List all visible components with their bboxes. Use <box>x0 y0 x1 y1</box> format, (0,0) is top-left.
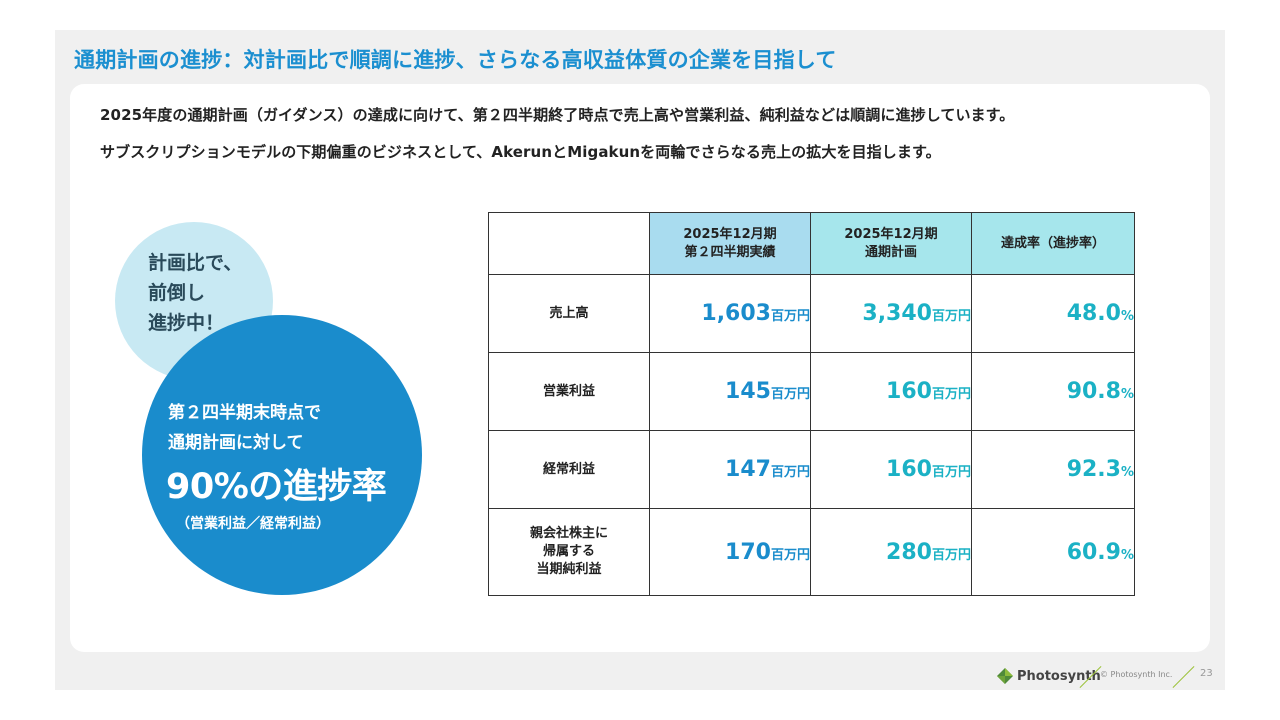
plan-unit: 百万円 <box>931 309 971 324</box>
footer-copyright: © Photosynth Inc. <box>1100 670 1173 679</box>
plan-unit: 百万円 <box>931 465 971 480</box>
callout-small-line: 進捗中！ <box>148 312 225 334</box>
table-row: 親会社株主に 帰属する 当期純利益 170百万円 280百万円 60.9% <box>488 508 1135 596</box>
rate-value: 60.9 <box>1066 539 1121 565</box>
rate-unit: % <box>1120 547 1134 563</box>
header-blank <box>488 212 650 275</box>
plan-value: 280 <box>886 539 932 565</box>
callout-small-text: 計画比で、 前倒し 進捗中！ <box>148 248 278 338</box>
callout-big-line-1: 第２四半期末時点で <box>168 403 321 423</box>
plan-unit: 百万円 <box>931 387 971 402</box>
table-row: 売上高 1,603百万円 3,340百万円 48.0% <box>488 274 1135 353</box>
cell-actual: 147百万円 <box>649 430 811 509</box>
photosynth-leaf-icon <box>997 668 1013 684</box>
callout-big-note: （営業利益／経常利益） <box>176 516 330 532</box>
rate-value: 90.8 <box>1066 379 1121 404</box>
rate-unit: % <box>1120 387 1134 402</box>
callout-small-line: 前倒し <box>148 282 206 304</box>
header-rate: 達成率（進捗率） <box>971 212 1135 275</box>
cell-actual: 1,603百万円 <box>649 274 811 353</box>
cell-rate: 48.0% <box>971 274 1135 353</box>
intro-line-1: 2025年度の通期計画（ガイダンス）の達成に向けて、第２四半期終了時点で売上高や… <box>100 106 1015 124</box>
cell-actual: 170百万円 <box>649 508 811 596</box>
actual-value: 170 <box>725 539 771 565</box>
rate-unit: % <box>1120 465 1134 480</box>
footer-brand: Photosynth <box>1017 668 1101 684</box>
row-label: 経常利益 <box>488 430 650 509</box>
actual-value: 145 <box>725 379 771 404</box>
cell-rate: 60.9% <box>971 508 1135 596</box>
row-label: 営業利益 <box>488 352 650 431</box>
header-plan-line: 2025年12月期 <box>844 226 938 242</box>
page-number: 23 <box>1200 668 1213 679</box>
actual-unit: 百万円 <box>770 547 810 563</box>
slide-title: 通期計画の進捗：対計画比で順調に進捗、さらなる高収益体質の企業を目指して <box>74 48 837 72</box>
row-label-line: 親会社株主に <box>529 526 608 541</box>
cell-plan: 3,340百万円 <box>810 274 972 353</box>
header-actual-line: 2025年12月期 <box>683 226 777 242</box>
actual-unit: 百万円 <box>770 465 810 480</box>
actual-value: 1,603 <box>701 301 771 326</box>
header-plan: 2025年12月期 通期計画 <box>810 212 972 275</box>
plan-value: 3,340 <box>862 301 932 326</box>
plan-progress-table: 2025年12月期 第２四半期実績 2025年12月期 通期計画 達成率（進捗率… <box>488 212 1135 596</box>
intro-line-2: サブスクリプションモデルの下期偏重のビジネスとして、AkerunとMigakun… <box>100 143 941 161</box>
callout-big-rate: 90%の進捗率 <box>166 467 387 507</box>
table-body: 売上高 1,603百万円 3,340百万円 48.0% 営業利益 145百万円 160百万円… <box>488 274 1135 596</box>
rate-unit: % <box>1120 309 1134 324</box>
actual-unit: 百万円 <box>770 309 810 324</box>
footer-logo: Photosynth <box>996 667 1101 685</box>
table-row: 経常利益 147百万円 160百万円 92.3% <box>488 430 1135 509</box>
cell-plan: 280百万円 <box>810 508 972 596</box>
cell-plan: 160百万円 <box>810 352 972 431</box>
row-label: 売上高 <box>488 274 650 353</box>
row-label-line: 経常利益 <box>542 461 595 477</box>
cell-rate: 92.3% <box>971 430 1135 509</box>
rate-value: 48.0 <box>1066 301 1121 326</box>
row-label-line: 帰属する <box>542 544 595 559</box>
rate-value: 92.3 <box>1066 457 1121 482</box>
callout-big-line-2: 通期計画に対して <box>168 433 304 453</box>
row-label-line: 売上高 <box>549 305 589 321</box>
header-plan-line: 通期計画 <box>864 244 917 260</box>
actual-unit: 百万円 <box>770 387 810 402</box>
cell-actual: 145百万円 <box>649 352 811 431</box>
row-label-line: 営業利益 <box>542 383 595 399</box>
plan-value: 160 <box>886 379 932 404</box>
cell-plan: 160百万円 <box>810 430 972 509</box>
row-label: 親会社株主に 帰属する当期純利益 <box>488 508 650 596</box>
actual-value: 147 <box>725 457 771 482</box>
callout-small-line: 計画比で、 <box>148 252 243 274</box>
plan-unit: 百万円 <box>931 547 971 563</box>
callout-bubble-big <box>142 315 422 595</box>
row-label-line: 当期純利益 <box>536 562 602 577</box>
header-actual-line: 第２四半期実績 <box>684 244 776 260</box>
cell-rate: 90.8% <box>971 352 1135 431</box>
table-row: 営業利益 145百万円 160百万円 90.8% <box>488 352 1135 431</box>
header-actual: 2025年12月期 第２四半期実績 <box>649 212 811 275</box>
plan-value: 160 <box>886 457 932 482</box>
